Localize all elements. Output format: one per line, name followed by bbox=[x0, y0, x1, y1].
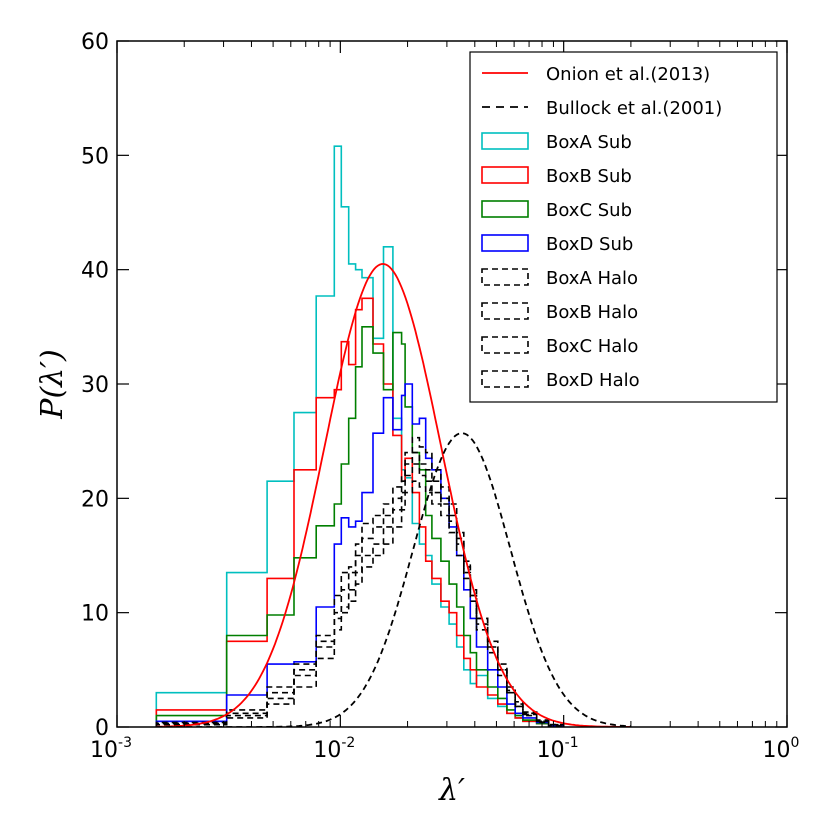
curve-onion-et-al-2013 bbox=[156, 263, 631, 727]
legend-box bbox=[469, 51, 778, 403]
legend-patch-swatch bbox=[481, 336, 529, 354]
legend-label: BoxC Sub bbox=[546, 200, 632, 221]
legend: Onion et al.(2013) Bullock et al.(2001) Bo… bbox=[469, 51, 778, 403]
legend-entry-boxd-sub: BoxD Sub bbox=[481, 234, 633, 255]
y-axis-label: P(λ′) bbox=[35, 349, 70, 419]
legend-entry-boxa-sub: BoxA Sub bbox=[481, 132, 632, 153]
y-tick-label: 20 bbox=[81, 487, 109, 512]
y-tick-label: 60 bbox=[81, 30, 109, 55]
y-tick-label: 10 bbox=[81, 602, 109, 627]
legend-entry-boxc-sub: BoxC Sub bbox=[481, 200, 632, 221]
legend-entry-boxd-halo: BoxD Halo bbox=[481, 370, 640, 391]
legend-entry-bullock-et-al-2001: Bullock et al.(2001) bbox=[482, 98, 722, 119]
legend-entry-boxb-sub: BoxB Sub bbox=[481, 166, 632, 187]
legend-entry-boxa-halo: BoxA Halo bbox=[481, 268, 638, 289]
legend-patch-swatch bbox=[481, 200, 529, 218]
y-tick-label: 40 bbox=[81, 259, 109, 284]
legend-entry-boxb-halo: BoxB Halo bbox=[481, 302, 638, 323]
x-axis-label: λ′ bbox=[438, 773, 465, 808]
legend-patch-swatch bbox=[481, 166, 529, 184]
legend-label: BoxC Halo bbox=[546, 336, 638, 357]
series-boxa-halo bbox=[155, 436, 565, 727]
legend-label: BoxD Sub bbox=[546, 234, 633, 255]
legend-patch-swatch bbox=[481, 268, 529, 286]
y-tick-label: 30 bbox=[81, 373, 109, 398]
legend-label: BoxA Halo bbox=[546, 268, 638, 289]
legend-patch-swatch bbox=[481, 370, 529, 388]
legend-label: BoxB Sub bbox=[546, 166, 632, 187]
legend-label: BoxD Halo bbox=[546, 370, 640, 391]
legend-patch-swatch bbox=[481, 234, 529, 252]
legend-patch-swatch bbox=[481, 302, 529, 320]
series-boxc-halo bbox=[155, 463, 565, 727]
legend-label: BoxA Sub bbox=[546, 132, 632, 153]
y-tick-label: 0 bbox=[95, 716, 109, 741]
legend-entry-onion-et-al-2013: Onion et al.(2013) bbox=[482, 64, 710, 85]
legend-patch-swatch bbox=[481, 132, 529, 150]
y-tick-label: 50 bbox=[81, 144, 109, 169]
x-tick-label: 100 bbox=[763, 735, 800, 763]
legend-label: BoxB Halo bbox=[546, 302, 638, 323]
curve-layer bbox=[156, 263, 631, 727]
legend-label: Onion et al.(2013) bbox=[546, 64, 710, 85]
x-tick-label: 10-2 bbox=[313, 735, 355, 763]
plot-frame bbox=[116, 40, 788, 728]
x-tick-label: 10-3 bbox=[90, 735, 132, 763]
x-tick-label: 10-1 bbox=[537, 735, 579, 763]
legend-entry-boxc-halo: BoxC Halo bbox=[481, 336, 638, 357]
legend-label: Bullock et al.(2001) bbox=[546, 98, 722, 119]
